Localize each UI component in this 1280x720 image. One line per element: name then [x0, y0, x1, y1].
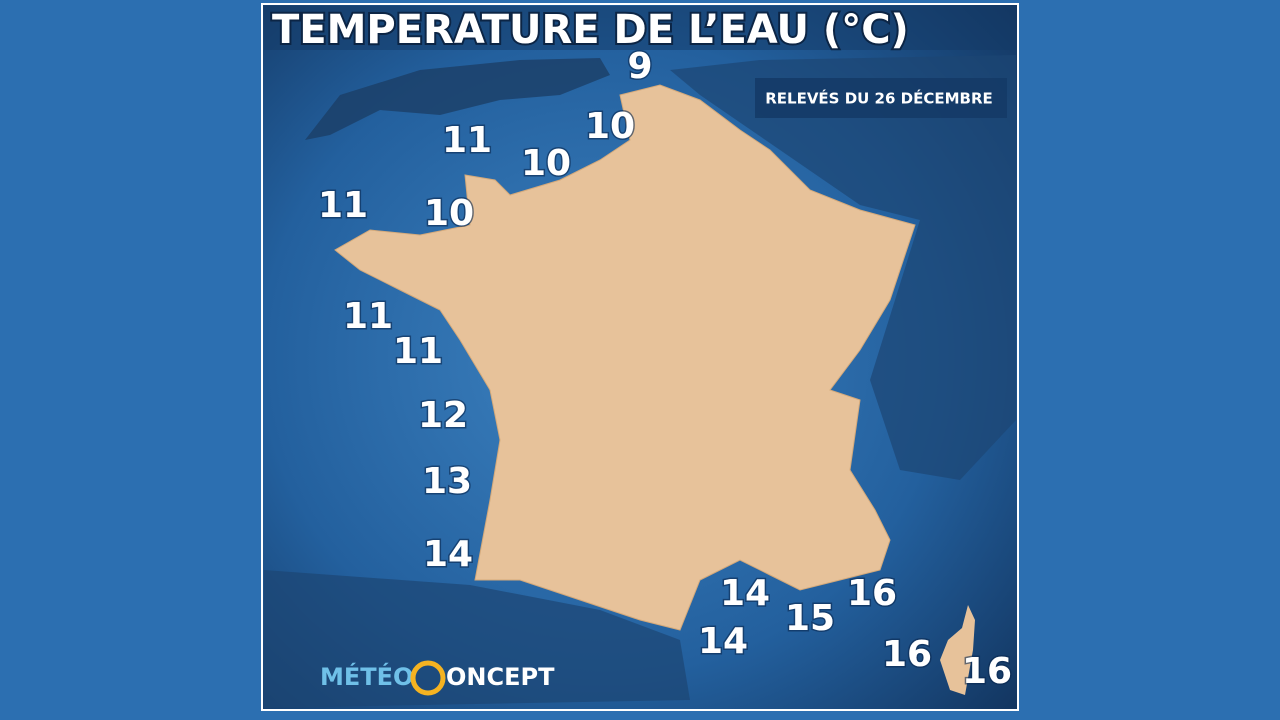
- logo-left: MÉTÉO: [320, 662, 413, 691]
- temperature-label: 11: [442, 120, 492, 161]
- temperature-label: 16: [962, 651, 1012, 692]
- temperature-label: 13: [422, 461, 472, 502]
- temperature-label: 10: [521, 143, 571, 184]
- temperature-label: 14: [720, 573, 770, 614]
- title-band: [264, 6, 1016, 50]
- logo-right: ONCEPT: [446, 663, 555, 691]
- temperature-label: 12: [418, 395, 468, 436]
- temperature-label: 14: [698, 621, 748, 662]
- temperature-label: 11: [393, 331, 443, 372]
- temperature-label: 14: [423, 534, 473, 575]
- europe: [670, 55, 1016, 480]
- temperature-label: 16: [847, 573, 897, 614]
- england: [305, 58, 610, 140]
- temperature-label: 11: [318, 185, 368, 226]
- france: [334, 84, 916, 631]
- temperature-label: 9: [627, 46, 652, 87]
- temperature-label: 15: [785, 598, 835, 639]
- temperature-label: 10: [424, 193, 474, 234]
- temperature-label: 11: [343, 296, 393, 337]
- spain: [264, 570, 690, 708]
- temperature-label: 10: [585, 106, 635, 147]
- subtitle-box: [755, 78, 1007, 118]
- subtitle: RELEVÉS DU 26 DÉCEMBRE: [765, 89, 993, 108]
- title: TEMPERATURE DE L’EAU (°C): [272, 7, 909, 53]
- logo-sun: [410, 660, 446, 696]
- corsica: [940, 605, 975, 695]
- temperature-label: 16: [882, 634, 932, 675]
